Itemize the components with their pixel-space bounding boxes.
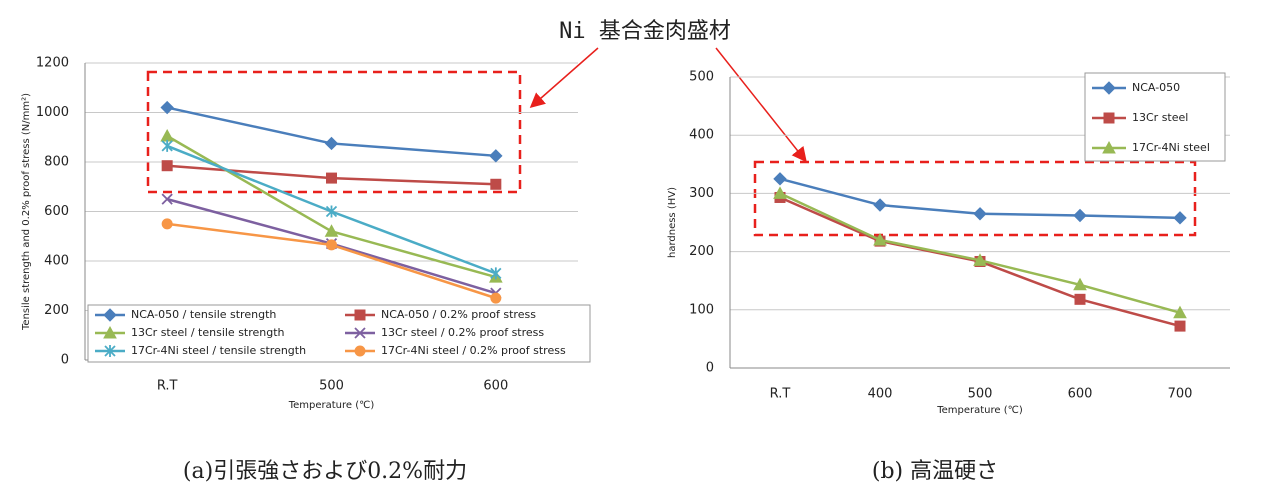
y-tick-label: 300 (689, 186, 714, 201)
x-tick-label: 600 (483, 379, 508, 394)
marker (1173, 211, 1187, 225)
marker (773, 172, 787, 186)
marker (326, 239, 337, 251)
y-tick-label: 400 (44, 254, 69, 269)
marker (354, 345, 366, 357)
legend-label: 13Cr steel (1132, 111, 1188, 124)
x-axis-title: Temperature (℃) (288, 400, 375, 411)
x-tick-label: R.T (770, 387, 791, 402)
marker (354, 327, 366, 339)
x-tick-label: 400 (868, 387, 893, 402)
marker (1074, 293, 1086, 305)
legend-label: 17Cr-4Ni steel (1132, 141, 1210, 154)
x-tick-label: 700 (1168, 387, 1193, 402)
marker (354, 309, 366, 321)
marker (490, 267, 502, 280)
caption: (a)引張強さおよび0.2%耐力 (183, 459, 467, 484)
legend-label: 13Cr steel / 0.2% proof stress (381, 326, 544, 339)
marker (324, 224, 339, 237)
y-tick-label: 0 (61, 353, 69, 368)
legend-label: NCA-050 / tensile strength (131, 308, 276, 321)
marker (1103, 112, 1115, 124)
marker (489, 149, 503, 163)
marker (325, 205, 338, 218)
y-tick-label: 200 (44, 303, 69, 318)
x-tick-label: 600 (1068, 387, 1093, 402)
marker (161, 218, 173, 230)
y-tick-label: 500 (689, 70, 714, 85)
marker (161, 139, 173, 152)
highlight-box (753, 160, 1197, 237)
legend-label: NCA-050 / 0.2% proof stress (381, 308, 536, 321)
x-tick-label: R.T (157, 379, 178, 394)
y-axis-title: hardness (HV) (667, 187, 678, 258)
marker (1073, 277, 1087, 291)
legend (87, 304, 591, 363)
arrow (715, 47, 807, 163)
marker (160, 128, 175, 142)
legend-label: 17Cr-4Ni steel / 0.2% proof stress (381, 344, 566, 357)
caption: (b) 高温硬さ (872, 459, 998, 484)
arrow (529, 47, 599, 108)
y-axis-title: Tensile strength and 0.2% proof stress (… (21, 93, 32, 331)
y-tick-label: 400 (689, 128, 714, 143)
x-tick-label: 500 (319, 379, 344, 394)
marker (973, 207, 987, 221)
y-tick-label: 600 (44, 204, 69, 219)
y-tick-label: 200 (689, 244, 714, 259)
y-tick-label: 100 (689, 302, 714, 317)
marker (773, 186, 787, 199)
marker (1174, 320, 1186, 332)
highlight-box (146, 70, 522, 194)
x-tick-label: 500 (968, 387, 993, 402)
marker (1073, 208, 1087, 223)
marker (104, 345, 116, 357)
marker (326, 172, 337, 184)
legend-label: 17Cr-4Ni steel / tensile strength (131, 344, 306, 357)
marker (1102, 81, 1116, 95)
marker (490, 292, 502, 304)
marker (324, 136, 339, 151)
marker (973, 253, 987, 266)
legend-label: NCA-050 (1132, 81, 1180, 94)
annotation: Ni 基合金肉盛材 (559, 19, 731, 44)
legend-label: 13Cr steel / tensile strength (131, 326, 285, 339)
x-axis-title: Temperature (℃) (936, 405, 1023, 416)
marker (160, 100, 174, 115)
marker (873, 232, 887, 246)
marker (1173, 305, 1187, 319)
y-tick-label: 1000 (36, 105, 69, 120)
marker (873, 198, 887, 212)
marker (103, 325, 117, 339)
marker (1102, 140, 1116, 154)
marker (161, 160, 173, 172)
marker (103, 308, 117, 322)
y-tick-label: 1200 (36, 56, 69, 71)
y-tick-label: 0 (706, 361, 714, 376)
y-tick-label: 800 (44, 155, 69, 170)
marker (490, 178, 502, 190)
marker (161, 193, 173, 205)
